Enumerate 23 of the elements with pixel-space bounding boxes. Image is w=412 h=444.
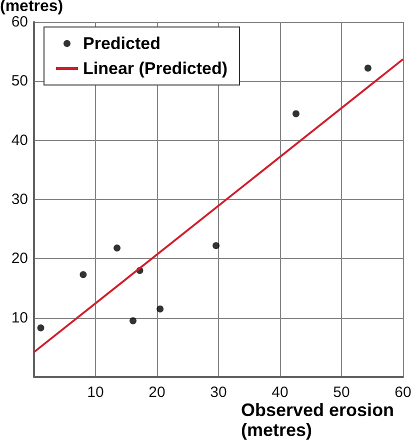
- y-tick-label: 50: [11, 72, 28, 90]
- legend-label: Linear (Predicted): [83, 59, 228, 78]
- point: [80, 271, 87, 278]
- point: [156, 305, 164, 312]
- point: [292, 110, 300, 118]
- y-tick-label: 40: [11, 132, 28, 149]
- point: [364, 64, 372, 72]
- y-tick-label: 60: [11, 14, 28, 30]
- x-tick-label: 10: [87, 384, 104, 401]
- y-tick-label: 20: [11, 250, 28, 268]
- point: [114, 244, 121, 252]
- x-tick-label: 60: [394, 384, 412, 401]
- point: [37, 324, 44, 332]
- x-tick-label: 30: [210, 384, 227, 401]
- x-tick-label: 20: [148, 384, 166, 401]
- x-tick-label: 40: [272, 384, 288, 401]
- point: [130, 317, 137, 324]
- point: [212, 242, 220, 250]
- y-tick-label: 30: [11, 191, 28, 208]
- legend-label: Predicted: [83, 34, 160, 53]
- x-axis-title: Observed erosion (metres): [241, 400, 396, 440]
- x-tick-label: 50: [333, 384, 350, 401]
- y-tick-label: 10: [11, 309, 28, 326]
